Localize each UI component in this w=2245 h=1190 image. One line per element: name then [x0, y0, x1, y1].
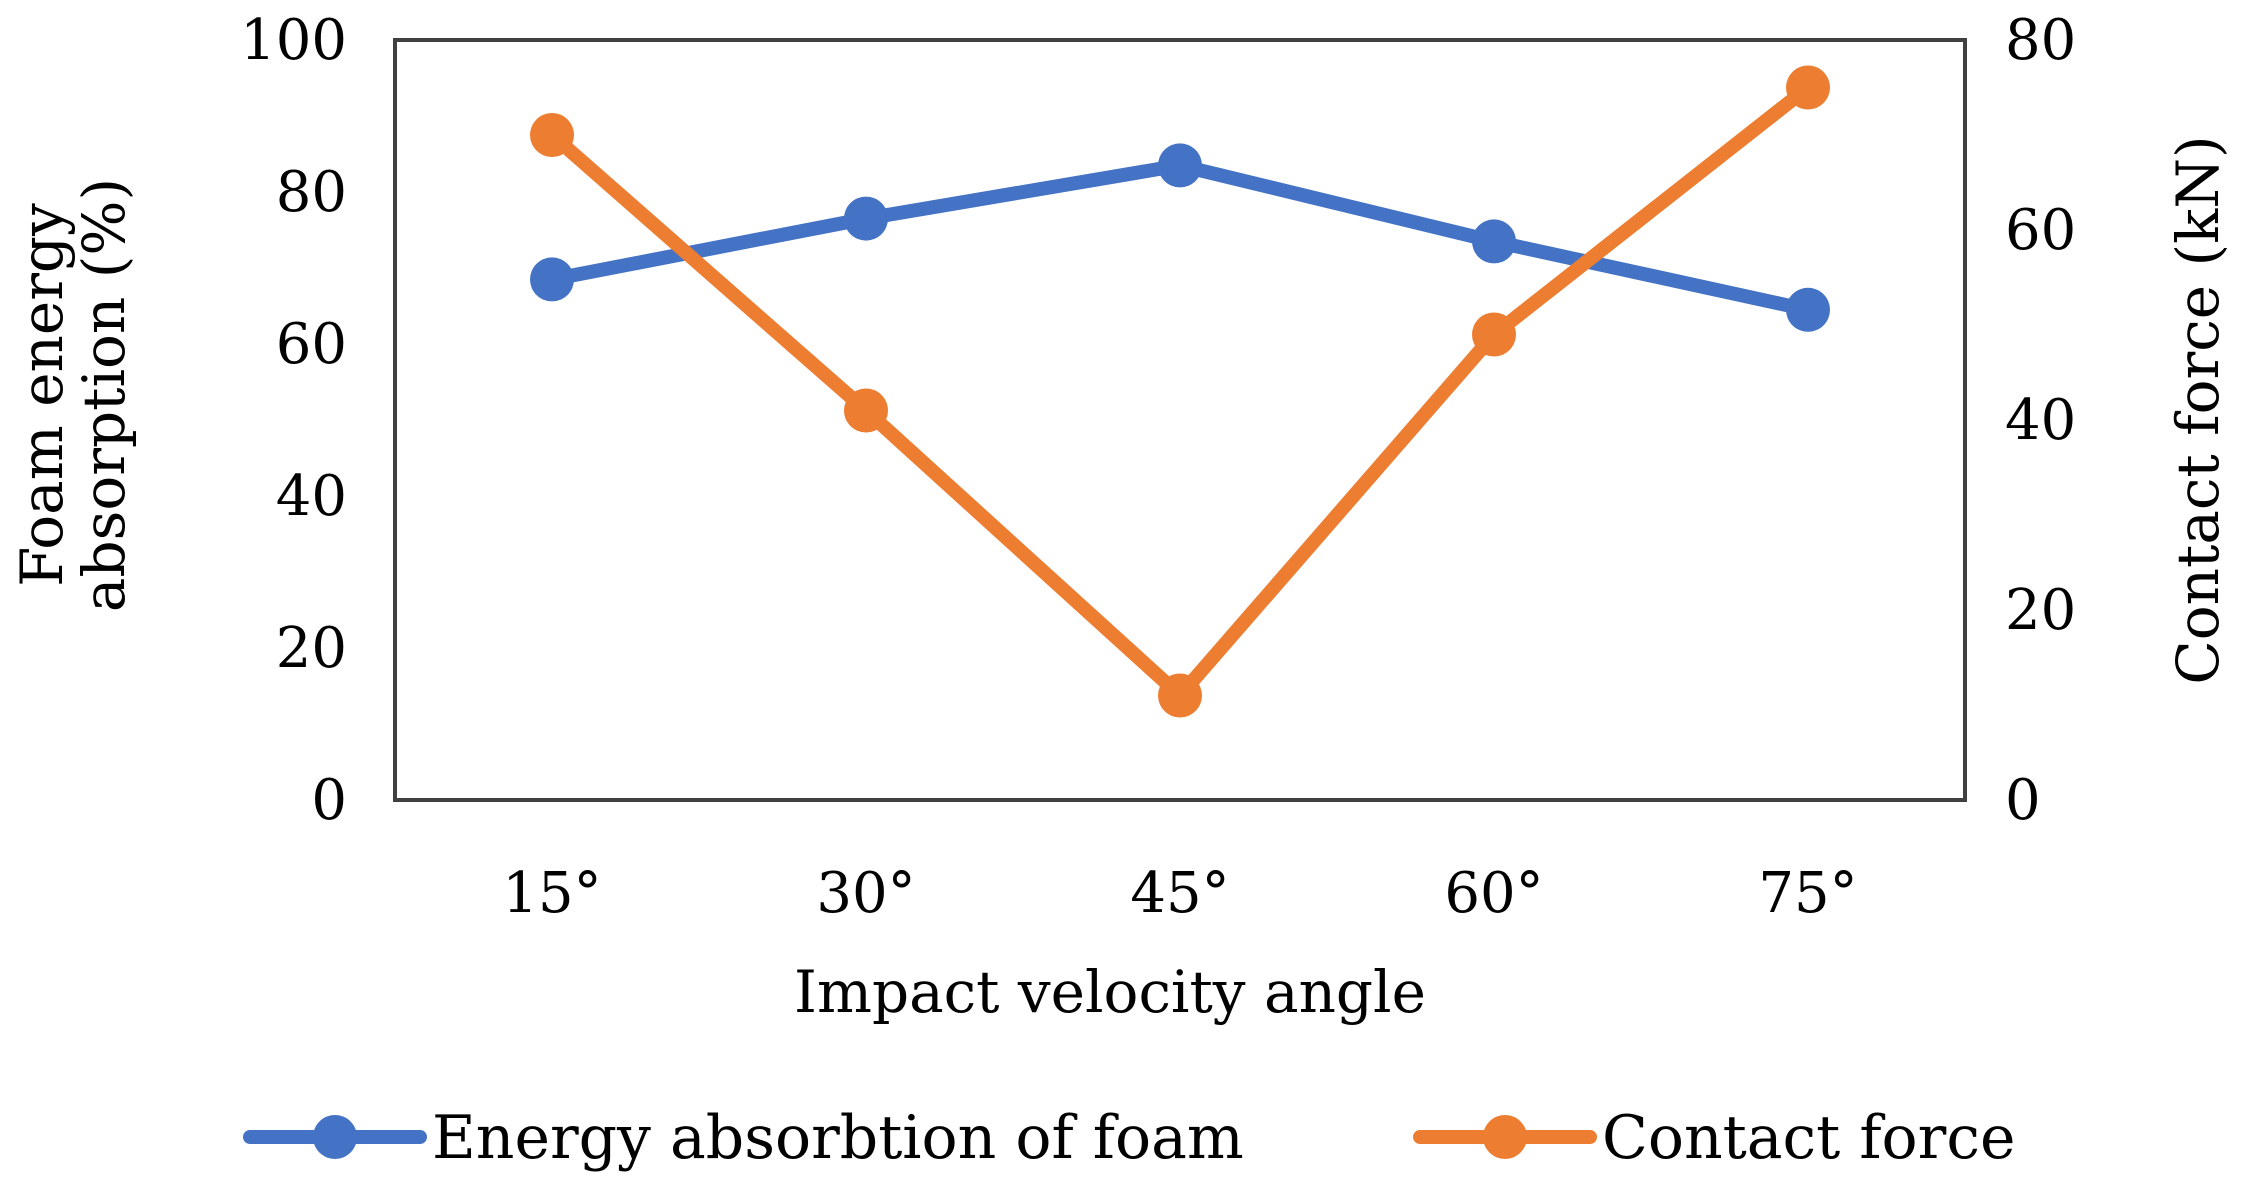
data-point	[1158, 673, 1202, 718]
data-point	[1472, 219, 1516, 264]
data-point	[530, 113, 574, 157]
y-left-tick-label: 80	[276, 160, 347, 225]
y-right-tick-label: 60	[2005, 198, 2076, 263]
data-point	[844, 196, 888, 241]
x-tick-label: 75°	[1758, 861, 1857, 926]
data-point	[1786, 65, 1830, 110]
data-point	[530, 257, 574, 302]
data-point	[1472, 312, 1516, 357]
plot-area	[393, 38, 1967, 802]
series-layer	[530, 65, 1830, 718]
legend-item-energy: Energy absorbtion of foam	[243, 1103, 1244, 1173]
x-tick-label: 45°	[1130, 861, 1229, 926]
y-right-ticks: 0 20 40 60 80	[2005, 8, 2076, 833]
y-right-tick-label: 40	[2005, 388, 2076, 453]
x-tick-label: 60°	[1444, 861, 1543, 926]
y-left-tick-label: 20	[276, 616, 347, 681]
legend-marker-contact	[1483, 1115, 1527, 1159]
y-right-tick-label: 20	[2005, 578, 2076, 643]
y-right-axis-title: Contact force (kN)	[2164, 135, 2232, 684]
y-left-tick-label: 60	[276, 312, 347, 377]
y-left-tick-label: 0	[311, 768, 347, 833]
legend-item-contact: Contact force	[1413, 1103, 2015, 1173]
y-right-tick-label: 80	[2005, 8, 2076, 73]
x-axis-title: Impact velocity angle	[794, 958, 1426, 1026]
legend: Energy absorbtion of foam Contact force	[243, 1103, 2015, 1173]
y-right-axis-title-text: Contact force (kN)	[2164, 135, 2232, 684]
data-point	[844, 388, 888, 433]
x-tick-label: 30°	[816, 861, 915, 926]
y-right-tick-label: 0	[2005, 768, 2041, 833]
y-left-axis-title-line-1: Foam energy	[8, 203, 76, 587]
legend-marker-energy	[313, 1115, 357, 1159]
data-point	[1786, 287, 1830, 332]
x-tick-label: 15°	[502, 861, 601, 926]
y-left-tick-label: 100	[240, 8, 347, 73]
y-left-axis-title: Foam energy absorption (%)	[8, 178, 138, 612]
y-left-axis-title-line-2: absorption (%)	[70, 178, 138, 612]
series-0	[530, 143, 1830, 332]
legend-label-contact: Contact force	[1602, 1103, 2015, 1173]
series-1	[530, 65, 1830, 718]
x-ticks: 15° 30° 45° 60° 75°	[502, 861, 1857, 926]
legend-label-energy: Energy absorbtion of foam	[432, 1103, 1244, 1173]
y-left-ticks: 0 20 40 60 80 100	[240, 8, 347, 833]
data-point	[1158, 143, 1202, 188]
y-left-tick-label: 40	[276, 464, 347, 529]
